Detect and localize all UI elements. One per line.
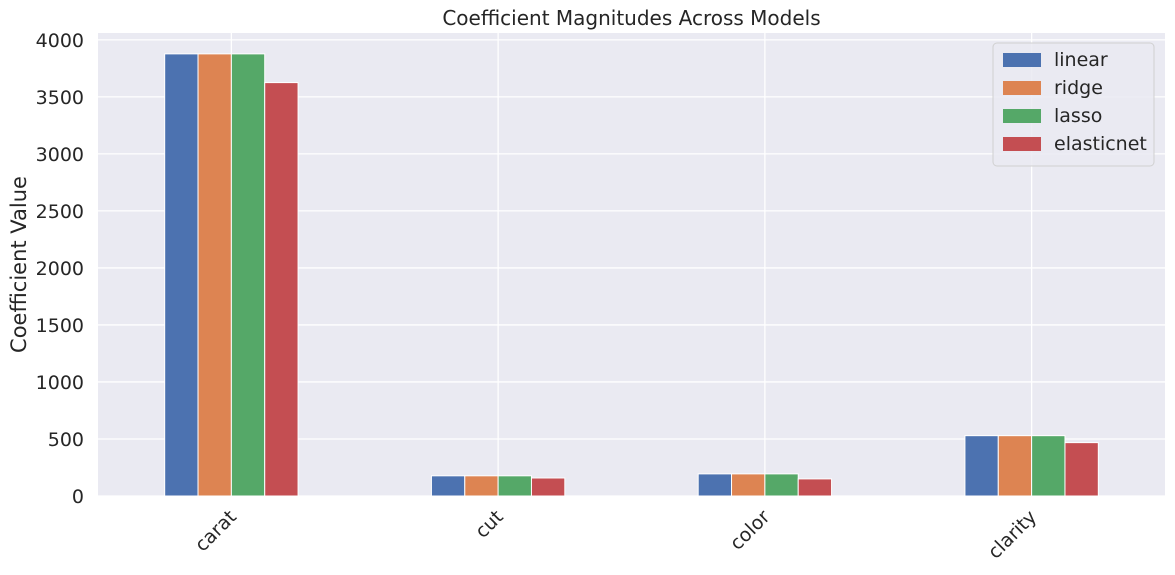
legend-swatch-lasso (1003, 109, 1041, 123)
y-tick-label: 2000 (36, 258, 84, 280)
bar-ridge-carat (197, 53, 232, 497)
legend-label-elasticnet: elasticnet (1054, 133, 1147, 155)
x-tick-label: clarity (984, 506, 1041, 563)
legend-swatch-elasticnet (1003, 137, 1041, 151)
chart-title: Coefficient Magnitudes Across Models (442, 6, 820, 30)
legend-label-linear: linear (1054, 49, 1108, 71)
bar-lasso-color (764, 473, 799, 497)
bar-linear-carat (164, 53, 199, 497)
legend-label-lasso: lasso (1054, 105, 1102, 127)
bar-lasso-cut (497, 475, 532, 497)
x-tick-label: color (726, 506, 775, 555)
y-tick-label: 0 (72, 486, 84, 508)
bar-linear-cut (430, 475, 466, 497)
legend-swatch-linear (1003, 53, 1041, 67)
y-tick-label: 1500 (36, 315, 84, 337)
legend: linear ridge lasso elasticnet (992, 42, 1155, 167)
bar-ridge-cut (464, 475, 499, 497)
bar-linear-color (697, 473, 733, 497)
x-tick-label: cut (471, 506, 508, 543)
y-axis-label: Coefficient Value (7, 176, 31, 353)
bar-lasso-clarity (1031, 435, 1066, 497)
x-tick-label: carat (191, 506, 241, 556)
legend-box (992, 42, 1155, 167)
bar-elasticnet-clarity (1064, 442, 1099, 497)
y-tick-label: 500 (48, 429, 84, 451)
x-axis-ticks: carat cut color clarity (191, 506, 1041, 564)
bar-ridge-clarity (997, 435, 1033, 497)
bar-elasticnet-carat (264, 82, 299, 497)
bars (164, 53, 1099, 497)
y-tick-label: 4000 (36, 30, 84, 52)
y-tick-label: 3500 (36, 87, 84, 109)
bar-ridge-color (731, 473, 766, 497)
legend-label-ridge: ridge (1054, 77, 1103, 99)
bar-elasticnet-color (797, 478, 833, 497)
y-axis-ticks: 0 500 1000 1500 2000 2500 3000 3500 4000 (36, 30, 84, 508)
bar-linear-clarity (964, 435, 999, 497)
y-tick-label: 1000 (36, 372, 84, 394)
bar-lasso-carat (230, 53, 266, 497)
legend-swatch-ridge (1003, 81, 1041, 95)
bar-elasticnet-cut (530, 477, 566, 497)
y-tick-label: 3000 (36, 144, 84, 166)
y-tick-label: 2500 (36, 201, 84, 223)
